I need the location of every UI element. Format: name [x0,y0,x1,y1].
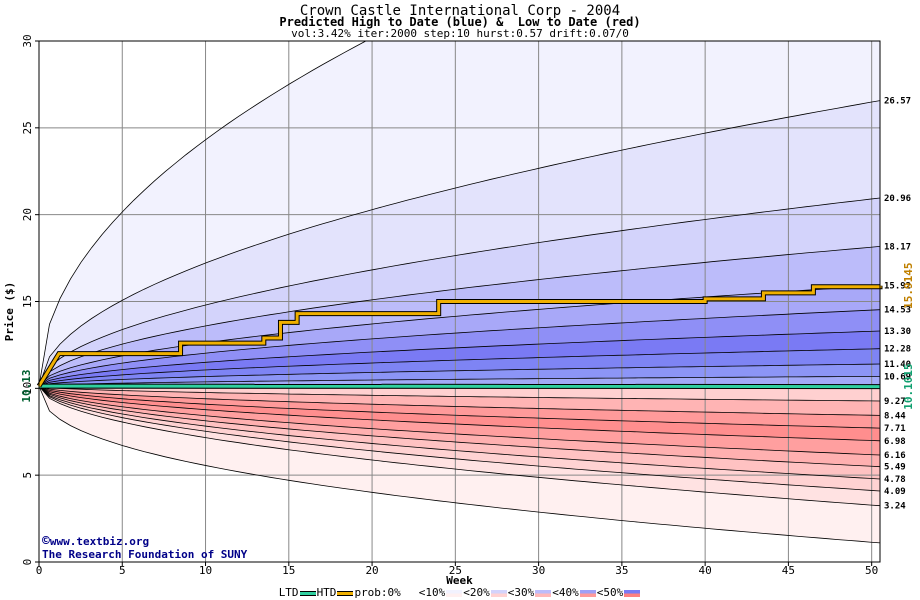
quantile-line-10 [39,385,880,544]
series-lines [36,284,883,390]
quantile-end-label: 12.28 [884,345,911,355]
quantile-line-18 [39,385,880,416]
legend-swatch-10 [446,589,463,597]
quantile-line-7 [39,348,880,387]
quantile-line-8 [39,363,880,387]
chart-title: Crown Castle International Corp - 2004 [299,3,621,19]
legend-b10-label: <10% [418,586,446,599]
quantile-end-label: 5.49 [884,463,906,473]
legend-b30-label: <30% [507,586,535,599]
quantile-end-label: 4.78 [884,475,906,485]
quantile-line-14 [39,385,880,468]
quantile-line-13 [39,385,880,480]
ltd-end-label: 10.1015 [902,363,915,409]
y-tick-label: 25 [21,121,34,134]
legend-htd-swatch [337,590,354,596]
legend-htd-label: HTD [316,586,337,599]
quantile-line-17 [39,385,880,429]
x-tick-label: 40 [699,564,712,577]
quantile-line-1 [39,100,880,387]
quantile-lines [39,41,880,544]
y-axis-label: Price ($) [3,282,16,342]
quantile-line-12 [39,385,880,492]
legend-swatch-50 [624,589,641,597]
upper-band-9 [39,376,880,387]
quantile-end-label: 9.27 [884,397,906,407]
quantile-end-label: 7.71 [884,424,906,434]
y-tick-label: 15 [21,295,34,308]
legend-b40-label: <40% [552,586,579,599]
quantile-end-label: 18.17 [884,242,911,252]
legend-swatch-30 [535,589,552,597]
legend-b20-label: <20% [463,586,490,599]
quantile-end-label: 13.30 [884,327,911,337]
htd-line [37,285,882,387]
x-tick-label: 5 [119,564,126,577]
quantile-line-16 [39,385,880,442]
x-tick-label: 15 [282,564,295,577]
quantile-line-9 [39,375,880,387]
quantile-end-label: 11.40 [884,360,911,370]
axes: 0 5 10 15 20 25 30 35 40 45 50 0 5 10 15 20 25 30 Week Pric… [3,34,881,587]
quantile-end-label: 8.44 [884,411,906,421]
x-tick-label: 0 [36,564,43,577]
legend-prob-label: prob:0% [354,586,401,599]
y-tick-label: 0 [21,559,34,566]
legend: LTD HTD prob:0% <10% <20% <30% <40% <50% [0,587,920,599]
legend-swatch-40 [579,589,596,597]
x-tick-label: 25 [449,564,462,577]
quantile-line-2 [39,197,880,387]
quantile-end-label: 20.96 [884,194,911,204]
legend-ltd-label: LTD [278,586,299,599]
quantile-line-11 [39,385,880,507]
y-tick-label: 10 [21,382,34,395]
quantile-bands [39,41,880,543]
quantile-end-label: 3.24 [884,502,906,512]
x-tick-label: 50 [865,564,878,577]
legend-ltd-swatch [299,590,316,596]
lower-band-9 [39,386,880,401]
quantile-line-0 [39,41,367,387]
legend-swatch-0 [401,589,418,597]
x-tick-label: 10 [199,564,212,577]
quantile-end-label: 14.53 [884,306,911,316]
quantile-line-15 [39,385,880,456]
x-tick-label: 20 [365,564,378,577]
x-tick-label: 35 [615,564,628,577]
chart-subtitle: Predicted High to Date (blue) & Low to D… [279,15,641,29]
legend-b50-label: <50% [596,586,624,599]
chart-params: vol:3.42% iter:2000 step:10 hurst:0.57 d… [291,27,629,40]
quantile-end-label: 6.16 [884,451,906,461]
quantile-end-label: 10.69 [884,372,911,382]
quantile-line-19 [39,385,880,402]
y-tick-label: 30 [21,34,34,47]
legend-swatch-20 [490,589,507,597]
quantile-end-label: 4.09 [884,487,906,497]
quantile-end-label: 26.57 [884,97,911,107]
credit-site: www.textbiz.org [49,535,150,548]
end-labels: 26.57 20.96 18.17 15.92 14.53 13.30 12.28 11.40… [20,97,915,512]
copyright-symbol: © [42,534,50,549]
quantile-end-label: 6.98 [884,437,906,447]
x-tick-label: 30 [532,564,545,577]
y-tick-label: 5 [21,472,34,479]
credit-block: ©www.textbiz.org The Research Foundation… [42,535,247,561]
quantile-line-3 [39,246,880,387]
y-tick-label: 20 [21,208,34,221]
start-price-label: 10.13 [20,370,33,403]
x-tick-label: 45 [782,564,795,577]
quantile-end-label: 15.92 [884,282,911,292]
quantile-line-6 [39,330,880,387]
credit-org: The Research Foundation of SUNY [42,548,248,561]
htd-end-label: 15.9145 [902,263,915,309]
x-axis-label: Week [446,574,473,587]
